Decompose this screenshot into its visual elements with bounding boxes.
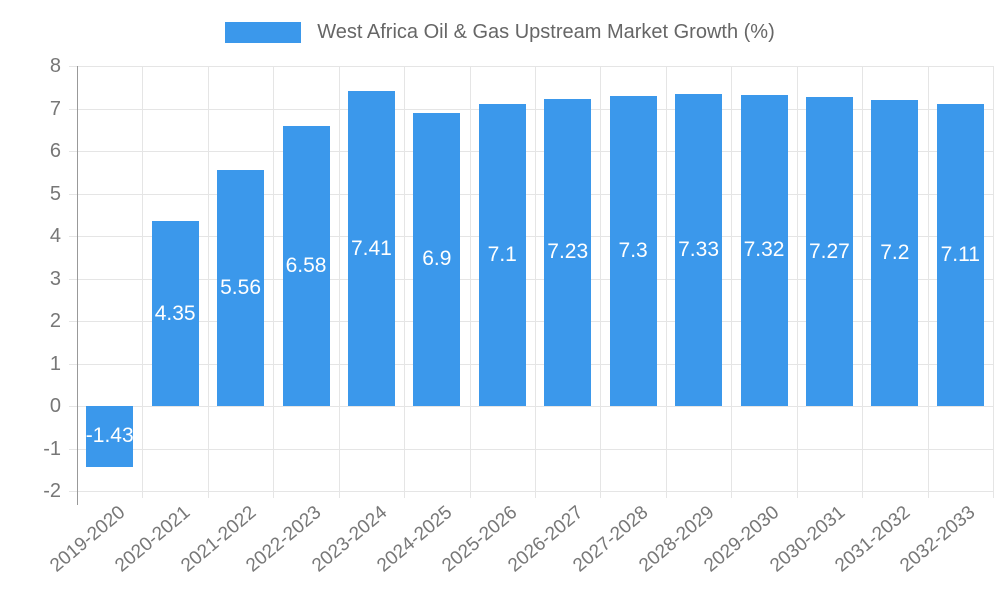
bar-value-label: 4.35 xyxy=(154,301,196,325)
y-tick-mark xyxy=(69,491,77,492)
bar-2028-2029[interactable]: 7.33 xyxy=(675,94,723,406)
bar-2019-2020[interactable]: -1.43 xyxy=(85,406,134,467)
bar-value-label: 7.3 xyxy=(618,238,648,262)
bar-2032-2033[interactable]: 7.11 xyxy=(936,103,984,406)
x-gridline xyxy=(731,66,733,498)
bar-2030-2031[interactable]: 7.27 xyxy=(805,97,853,406)
y-axis-tick-label: 7 xyxy=(49,97,61,120)
bar-value-label: 7.11 xyxy=(940,242,980,266)
x-gridline xyxy=(796,66,798,498)
bar-value-label: 5.56 xyxy=(220,275,261,299)
y-tick-mark xyxy=(69,66,77,67)
x-gridline xyxy=(404,66,406,498)
chart-legend: West Africa Oil & Gas Upstream Market Gr… xyxy=(0,21,1000,44)
x-gridline xyxy=(469,66,471,498)
bar-value-label: 7.27 xyxy=(808,239,850,263)
bar-value-label: 7.2 xyxy=(880,241,910,264)
x-gridline xyxy=(927,66,929,498)
y-axis-tick-label: 3 xyxy=(49,267,61,290)
bar-value-label: 7.32 xyxy=(743,238,785,262)
x-gridline xyxy=(338,66,340,498)
bar-2027-2028[interactable]: 7.3 xyxy=(609,95,657,406)
legend-swatch[interactable] xyxy=(225,22,302,43)
bar-2022-2023[interactable]: 6.58 xyxy=(282,126,330,406)
bar-2021-2022[interactable]: 5.56 xyxy=(217,169,265,406)
x-gridline xyxy=(273,66,275,498)
bar-2031-2032[interactable]: 7.2 xyxy=(871,100,919,406)
bar-value-label: 7.1 xyxy=(487,243,517,267)
y-axis-tick-label: 4 xyxy=(49,225,61,247)
y-tick-mark xyxy=(69,363,77,365)
x-gridline xyxy=(600,66,602,498)
bar-value-label: 6.9 xyxy=(422,247,452,271)
bar-value-label: 7.41 xyxy=(350,236,392,260)
bar-value-label: 7.23 xyxy=(547,240,589,264)
y-axis-tick-label: 8 xyxy=(49,55,61,77)
bar-2023-2024[interactable]: 7.41 xyxy=(347,91,395,406)
y-tick-mark xyxy=(69,236,77,237)
y-axis-line xyxy=(77,66,78,505)
chart-title[interactable]: West Africa Oil & Gas Upstream Market Gr… xyxy=(317,21,775,43)
y-tick-mark xyxy=(69,193,77,195)
x-gridline xyxy=(993,66,994,498)
y-axis-tick-label: 2 xyxy=(49,310,61,332)
bar-2029-2030[interactable]: 7.32 xyxy=(740,94,788,406)
y-axis-tick-label: -2 xyxy=(43,480,61,502)
x-gridline xyxy=(207,66,209,498)
bar-value-label: 6.58 xyxy=(285,254,327,278)
x-gridline xyxy=(665,66,667,498)
bar-value-label: -1.43 xyxy=(85,424,134,448)
y-tick-mark xyxy=(69,151,77,152)
bar-2024-2025[interactable]: 6.9 xyxy=(413,112,461,406)
y-tick-mark xyxy=(69,108,77,110)
bar-2025-2026[interactable]: 7.1 xyxy=(478,104,526,406)
y-axis-tick-label: 1 xyxy=(49,352,61,375)
x-gridline xyxy=(862,66,864,498)
x-gridline xyxy=(142,66,144,498)
y-tick-mark xyxy=(69,448,77,450)
x-gridline xyxy=(535,66,536,498)
y-axis-tick-label: -1 xyxy=(43,437,61,460)
y-axis-tick-label: 0 xyxy=(49,395,61,417)
y-tick-mark xyxy=(69,278,77,280)
y-tick-mark xyxy=(69,321,77,322)
y-tick-mark xyxy=(69,406,77,407)
y-axis-tick-label: 6 xyxy=(49,140,61,162)
bar-2026-2027[interactable]: 7.23 xyxy=(544,98,592,406)
bar-2020-2021[interactable]: 4.35 xyxy=(151,221,199,406)
y-axis-tick-label: 5 xyxy=(49,182,61,205)
bar-value-label: 7.33 xyxy=(678,238,719,262)
